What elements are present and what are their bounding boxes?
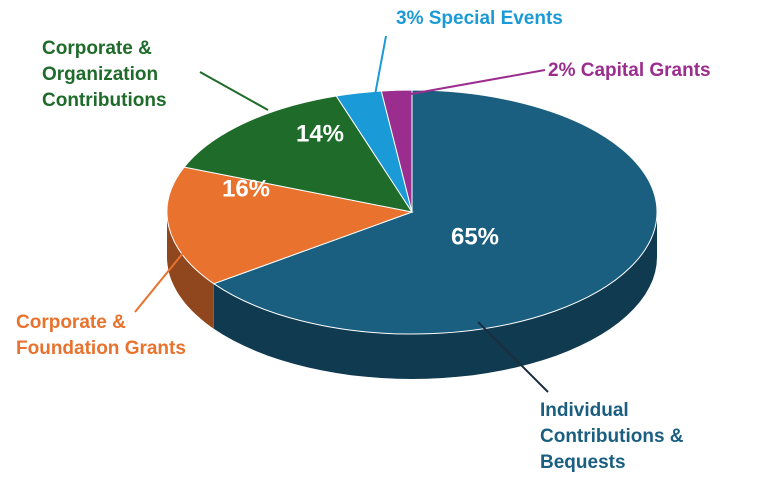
leader-line (374, 35, 387, 96)
category-label: Individual Contributions & Bequests (540, 398, 730, 476)
slice-percent: 65% (451, 223, 499, 250)
category-name: Corporate & Foundation Grants (16, 312, 186, 359)
slice (212, 89, 658, 335)
category-name: Individual Contributions & Bequests (540, 400, 684, 473)
leader-line (477, 321, 549, 393)
slice-percent: 16% (222, 175, 270, 202)
slice-percent: 14% (296, 120, 344, 147)
leader-line (404, 69, 546, 96)
leader-line (199, 71, 269, 111)
category-name: Capital Grants (580, 60, 711, 81)
category-label: 2% Capital Grants (548, 58, 762, 84)
category-label: Corporate & Organization Contributions (42, 36, 212, 114)
slice-side (167, 212, 214, 329)
slice (380, 89, 413, 213)
category-name: Special Events (428, 8, 563, 29)
leader-line (134, 241, 193, 313)
slice-side (213, 212, 658, 379)
category-name: Corporate & Organization Contributions (42, 38, 167, 111)
category-label: Corporate & Foundation Grants (16, 310, 186, 362)
slice (166, 166, 414, 285)
category-label: 3% Special Events (396, 6, 656, 32)
percent-label: 3% (396, 8, 424, 29)
percent-label: 2% (548, 60, 576, 81)
